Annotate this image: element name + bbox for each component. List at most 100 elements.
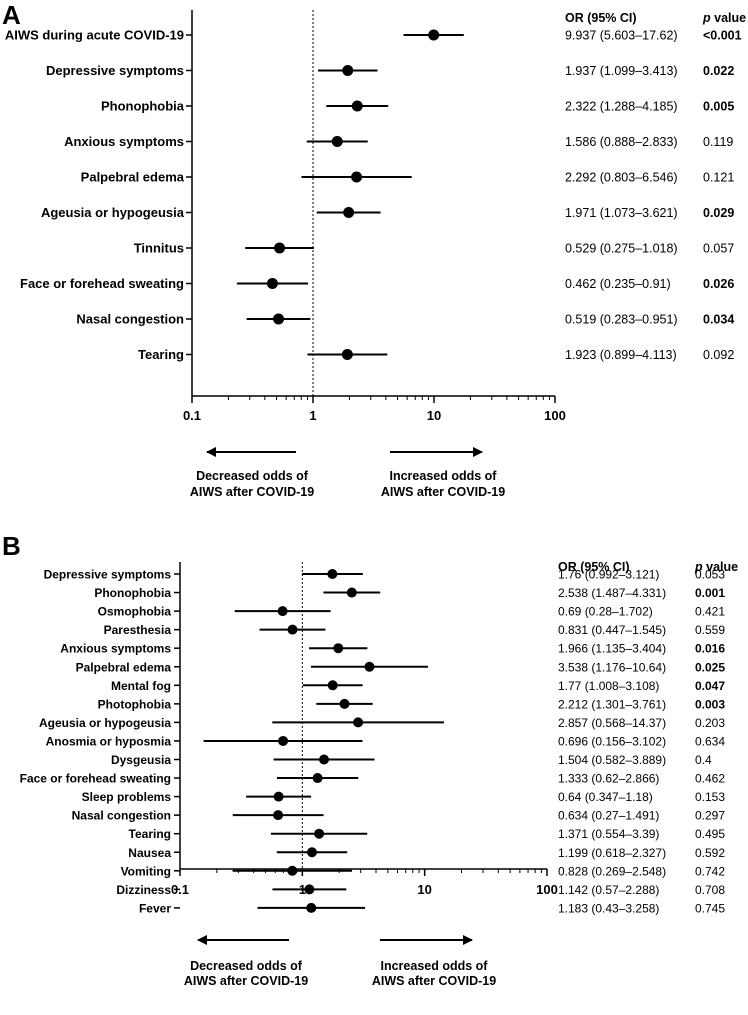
p-value-column-header: p value: [702, 11, 746, 25]
or-point: [319, 754, 330, 765]
row-label: Dizziness: [116, 883, 171, 897]
or-point: [312, 773, 323, 784]
or-point: [333, 643, 344, 654]
or-ci-value: 1.966 (1.135–3.404): [558, 642, 666, 656]
p-value: 0.025: [695, 660, 725, 674]
or-ci-value: 1.142 (0.57–2.288): [558, 883, 659, 897]
or-point: [274, 242, 286, 254]
p-value: 0.462: [695, 772, 725, 786]
decreased-odds-note: Decreased odds of: [190, 959, 303, 973]
p-value-column-header: p value: [694, 560, 738, 574]
panel-letter: B: [2, 531, 21, 561]
row-label: Face or forehead sweating: [20, 276, 184, 291]
p-value: 0.421: [695, 605, 725, 619]
p-value: 0.047: [695, 679, 725, 693]
increased-odds-note: AIWS after COVID-19: [372, 974, 496, 988]
p-value: 0.742: [695, 864, 725, 878]
row-label: Osmophobia: [98, 605, 172, 619]
p-value: 0.559: [695, 623, 725, 637]
p-value: 0.003: [695, 697, 725, 711]
increased-odds-note: AIWS after COVID-19: [381, 485, 505, 499]
or-point: [346, 587, 357, 598]
or-point: [273, 313, 285, 325]
or-ci-value: 1.971 (1.073–3.621): [565, 206, 678, 220]
row-label: Tearing: [129, 827, 171, 841]
row-label: Anxious symptoms: [64, 134, 184, 149]
p-value: 0.026: [703, 277, 734, 291]
or-point: [304, 884, 315, 895]
or-ci-value: 0.831 (0.447–1.545): [558, 623, 666, 637]
or-ci-column-header: OR (95% CI): [558, 560, 630, 574]
x-tick-label: 10: [417, 882, 431, 897]
decreased-odds-note: Decreased odds of: [196, 469, 309, 483]
or-point: [364, 661, 375, 672]
row-label: Face or forehead sweating: [20, 772, 171, 786]
p-value: 0.708: [695, 883, 725, 897]
or-point: [327, 569, 338, 579]
p-value: 0.121: [703, 171, 734, 185]
or-point: [278, 735, 289, 746]
or-point: [266, 278, 278, 289]
decreased-odds-note: AIWS after COVID-19: [184, 974, 308, 988]
p-value: 0.092: [703, 348, 734, 362]
row-label: Depressive symptoms: [46, 63, 184, 78]
x-tick-label: 0.1: [183, 408, 201, 423]
or-ci-value: 1.199 (0.618–2.327): [558, 846, 666, 860]
or-point: [341, 349, 353, 360]
or-point: [287, 865, 298, 876]
or-point: [428, 29, 440, 41]
row-label: Nasal congestion: [72, 809, 171, 823]
p-value: 0.4: [695, 753, 712, 767]
row-label: Tinnitus: [134, 241, 184, 256]
p-value: 0.016: [695, 642, 725, 656]
p-value: 0.022: [703, 64, 734, 78]
or-point: [343, 207, 355, 218]
or-ci-value: 0.462 (0.235–0.91): [565, 277, 671, 291]
row-label: Phonophobia: [101, 99, 185, 114]
or-point: [306, 902, 317, 913]
or-ci-value: 2.292 (0.803–6.546): [565, 171, 678, 185]
or-point: [351, 171, 363, 183]
increased-odds-note: Increased odds of: [390, 469, 498, 483]
or-ci-value: 2.857 (0.568–14.37): [558, 716, 666, 730]
p-value: 0.297: [695, 809, 725, 823]
row-label: Anosmia or hyposmia: [46, 734, 172, 748]
or-point: [327, 680, 338, 691]
row-label: Palpebral edema: [76, 660, 172, 674]
increased-odds-note: Increased odds of: [381, 959, 489, 973]
or-point: [306, 847, 317, 858]
or-ci-value: 0.634 (0.27–1.491): [558, 809, 659, 823]
or-ci-value: 1.923 (0.899–4.113): [565, 348, 677, 362]
or-point: [277, 606, 288, 617]
row-label: AIWS during acute COVID-19: [5, 28, 184, 43]
or-ci-value: 0.69 (0.28–1.702): [558, 605, 653, 619]
or-ci-column-header: OR (95% CI): [565, 11, 637, 25]
x-tick-label: 100: [536, 882, 558, 897]
row-label: Ageusia or hypogeusia: [39, 716, 171, 730]
row-label: Mental fog: [111, 679, 171, 693]
row-label: Palpebral edema: [81, 170, 185, 185]
p-value: 0.005: [703, 100, 734, 114]
or-ci-value: 0.696 (0.156–3.102): [558, 734, 666, 748]
p-header-rest: value: [711, 11, 746, 25]
p-header-italic: p: [694, 560, 703, 574]
row-label: Sleep problems: [82, 790, 172, 804]
p-value: <0.001: [703, 29, 742, 43]
p-value: 0.119: [703, 135, 733, 149]
p-value: 0.592: [695, 846, 725, 860]
p-value: 0.203: [695, 716, 725, 730]
p-value: 0.745: [695, 901, 725, 915]
p-value: 0.634: [695, 734, 725, 748]
or-ci-value: 0.519 (0.283–0.951): [565, 313, 678, 327]
or-point: [287, 624, 298, 635]
or-ci-value: 1.77 (1.008–3.108): [558, 679, 659, 693]
row-label: Paresthesia: [104, 623, 172, 637]
or-ci-value: 2.212 (1.301–3.761): [558, 697, 666, 711]
or-point: [314, 828, 325, 839]
row-label: Depressive symptoms: [44, 568, 172, 582]
row-label: Vomiting: [121, 864, 171, 878]
x-tick-label: 1: [309, 408, 316, 423]
p-value: 0.153: [695, 790, 725, 804]
